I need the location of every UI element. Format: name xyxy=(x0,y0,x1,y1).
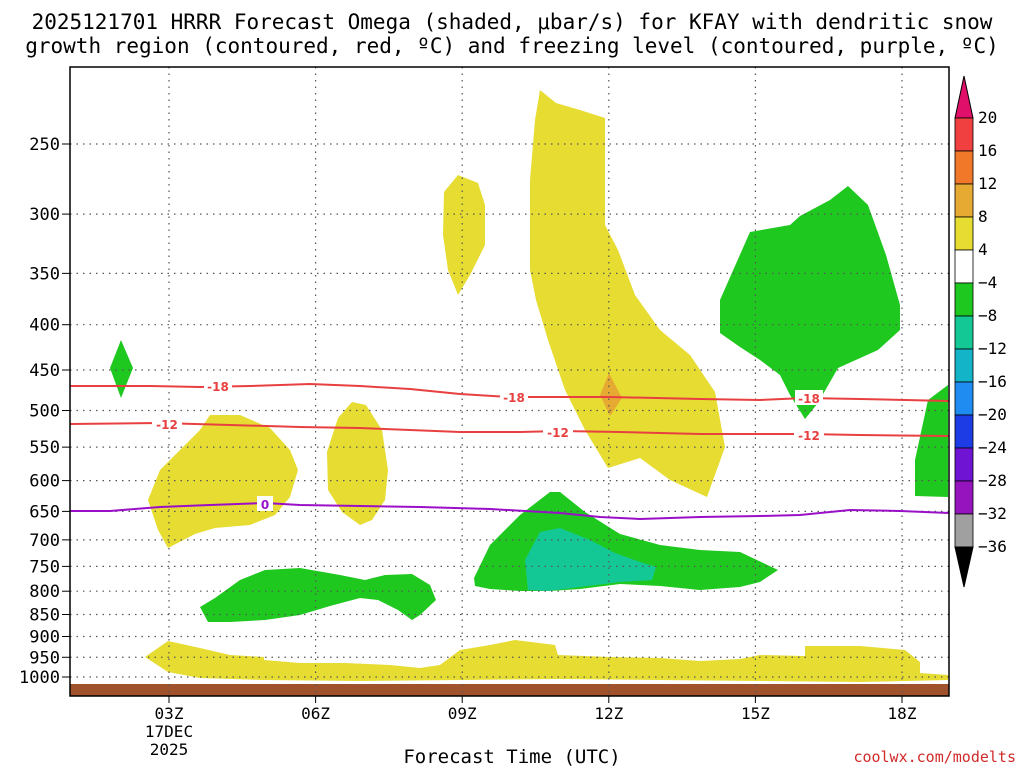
y-tick-label: 350 xyxy=(29,264,60,284)
colorbar-label: −32 xyxy=(978,504,1007,523)
yellow-region-small-upper xyxy=(443,175,485,295)
colorbar-swatch xyxy=(954,183,974,218)
svg-text:0: 0 xyxy=(261,498,269,512)
orange-spot xyxy=(600,373,622,416)
contour-minus-12 xyxy=(69,421,950,437)
y-tick-label: 950 xyxy=(29,648,60,668)
colorbar-swatch xyxy=(954,315,974,350)
x-tick-label: 09Z xyxy=(448,704,477,723)
y-tick-label: 750 xyxy=(29,557,60,577)
svg-text:-18: -18 xyxy=(798,392,820,406)
yellow-region-near-surface xyxy=(145,640,948,682)
contour-label-minus-12-c: -12 xyxy=(794,427,824,443)
colorbar-swatch xyxy=(954,282,974,317)
plot-frame xyxy=(69,66,950,697)
colorbar-swatch xyxy=(954,348,974,383)
omega-shading xyxy=(110,90,948,682)
colorbar-label: −24 xyxy=(978,438,1007,457)
x-tick-label: 03Z xyxy=(155,704,184,723)
contour-label-freezing: 0 xyxy=(257,496,273,512)
colorbar-label: −28 xyxy=(978,471,1007,490)
colorbar-label: −20 xyxy=(978,405,1007,424)
chart-title-line-1: 2025121701 HRRR Forecast Omega (shaded, … xyxy=(31,10,993,34)
y-tick-label: 400 xyxy=(29,316,60,336)
yellow-region-middle-left xyxy=(327,402,388,525)
colorbar-swatch xyxy=(954,117,974,152)
colorbar-label: 4 xyxy=(978,240,988,259)
contour-label-minus-18-c: -18 xyxy=(795,390,823,406)
colorbar-label: −36 xyxy=(978,537,1007,556)
x-tick-label: 18Z xyxy=(888,704,917,723)
y-tick-label: 700 xyxy=(29,531,60,551)
green-region-lower-left xyxy=(200,568,436,622)
colorbar-top-arrow xyxy=(954,75,974,119)
teal-region-center xyxy=(525,528,656,591)
svg-text:-12: -12 xyxy=(798,429,820,443)
y-tick-label: 450 xyxy=(29,361,60,381)
y-tick-label: 300 xyxy=(29,205,60,225)
contour-label-minus-18-a: -18 xyxy=(204,378,232,394)
green-region-right-edge xyxy=(915,385,948,497)
x-axis-title: Forecast Time (UTC) xyxy=(403,746,621,768)
y-tick-label: 250 xyxy=(29,135,60,155)
colorbar-swatch xyxy=(954,513,974,548)
grid xyxy=(70,67,949,696)
x-tick-label: 06Z xyxy=(301,704,330,723)
colorbar-swatch xyxy=(954,381,974,416)
contour-freezing-level xyxy=(70,501,950,521)
colorbar-label: −8 xyxy=(978,306,997,325)
y-tick-label: 800 xyxy=(29,582,60,602)
colorbar-label: 20 xyxy=(978,108,997,127)
green-region-small-left xyxy=(110,340,133,398)
svg-text:-12: -12 xyxy=(156,418,178,432)
x-tick-label: 15Z xyxy=(741,704,770,723)
y-tick-label: 650 xyxy=(29,502,60,522)
colorbar-bottom-arrow xyxy=(954,546,974,588)
y-tick-label: 550 xyxy=(29,438,60,458)
y-tick-label: 900 xyxy=(29,627,60,647)
colorbar-swatch xyxy=(954,216,974,251)
chart-title-line-2: growth region (contoured, red, ºC) and f… xyxy=(25,34,999,58)
contour-label-minus-12-b: -12 xyxy=(543,424,573,440)
yellow-region-upper-center xyxy=(530,90,725,497)
contour-label-minus-12-a: -12 xyxy=(152,416,182,432)
x-tick-label: 12Z xyxy=(594,704,623,723)
colorbar-swatch xyxy=(954,414,974,449)
svg-text:-12: -12 xyxy=(547,426,569,440)
colorbar-swatch xyxy=(954,480,974,515)
colorbar-label: −4 xyxy=(978,273,997,292)
y-tick-label: 500 xyxy=(29,402,60,422)
y-tick-label: 850 xyxy=(29,606,60,626)
contour-label-minus-18-b: -18 xyxy=(500,389,528,405)
y-tick-label: 600 xyxy=(29,472,60,492)
colorbar-label: 16 xyxy=(978,141,997,160)
y-axis: 2503003504004505005506006507007508008509… xyxy=(19,135,70,688)
ground-surface xyxy=(70,684,949,696)
colorbar-swatch xyxy=(954,249,974,284)
yellow-region-left xyxy=(148,415,298,548)
y-tick-label: 1000 xyxy=(19,668,60,688)
colorbar-swatch xyxy=(954,447,974,482)
colorbar-swatch xyxy=(954,150,974,185)
x-axis: 03Z 06Z 09Z 12Z 15Z 18Z xyxy=(155,696,917,723)
colorbar-label: −16 xyxy=(978,372,1007,391)
x-year-label: 2025 xyxy=(150,740,189,759)
svg-text:-18: -18 xyxy=(207,380,229,394)
contours: -18 -18 -18 -12 -12 -12 0 xyxy=(69,378,950,521)
svg-text:-18: -18 xyxy=(503,391,525,405)
green-region-upper-right xyxy=(720,186,900,419)
colorbar-label: −12 xyxy=(978,339,1007,358)
x-date-label: 17DEC xyxy=(145,722,193,741)
colorbar: 20 16 12 8 4 −4 −8 −12 −16 −20 −24 −28 −32 −36 xyxy=(954,75,1007,588)
credit-text: coolwx.com/modelts xyxy=(853,748,1016,766)
colorbar-label: 8 xyxy=(978,207,988,226)
colorbar-label: 12 xyxy=(978,174,997,193)
